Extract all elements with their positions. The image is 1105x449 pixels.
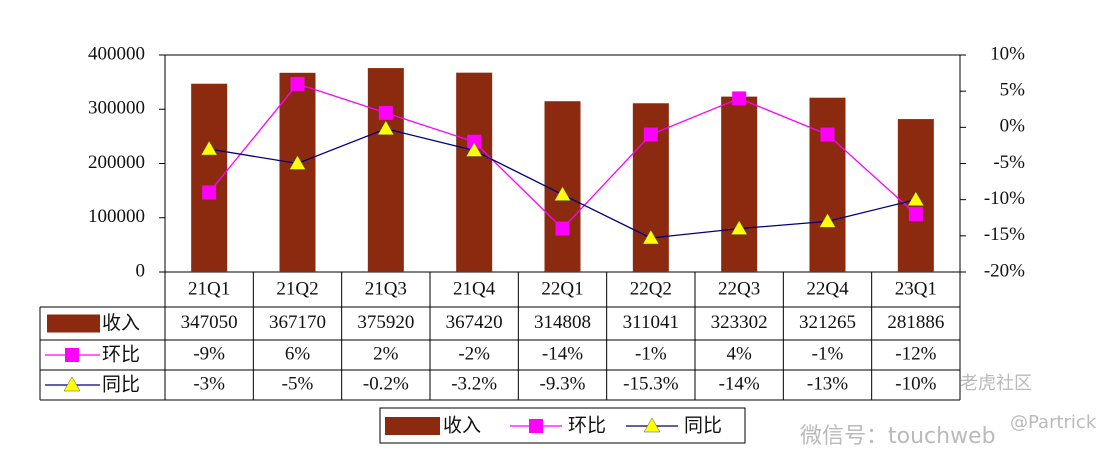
y2-tick-label: -5%: [993, 152, 1025, 173]
table-cell: 311041: [623, 312, 679, 333]
table-row-header: 收入: [102, 312, 140, 334]
table-cell: -14%: [719, 373, 760, 394]
bar: [456, 72, 493, 272]
y-tick-label: 0: [136, 260, 146, 281]
marker: [202, 185, 217, 200]
bar: [809, 97, 846, 272]
table-cell: -14%: [542, 343, 583, 364]
marker: [289, 154, 306, 170]
table-cell: -5%: [282, 373, 314, 394]
marker: [200, 140, 218, 156]
table-cell: -1%: [635, 343, 667, 364]
bar: [367, 68, 404, 272]
table-cell: 321265: [799, 312, 856, 333]
table-cell: 281886: [887, 312, 944, 333]
bar: [721, 96, 758, 272]
legend-swatch: [385, 417, 440, 435]
table-cell: -15.3%: [623, 373, 679, 394]
table-cell: -0.2%: [363, 373, 409, 394]
y2-tick-label: 5%: [1000, 80, 1026, 101]
marker: [377, 120, 395, 136]
x-tick-label: 23Q1: [895, 278, 937, 299]
y2-tick-label: -15%: [984, 224, 1025, 245]
table-cell: 323302: [711, 312, 768, 333]
table-cell: -1%: [812, 343, 844, 364]
marker: [643, 127, 658, 142]
bar: [279, 72, 316, 272]
y2-tick-label: 10%: [990, 43, 1025, 64]
y2-tick-label: -10%: [984, 188, 1025, 209]
x-tick-label: 22Q1: [541, 278, 583, 299]
marker: [907, 191, 925, 206]
legend-label: 收入: [443, 415, 481, 437]
x-tick-label: 21Q2: [276, 278, 318, 299]
table-cell: -2%: [458, 343, 490, 364]
marker: [63, 376, 81, 392]
x-tick-label: 22Q4: [806, 278, 849, 299]
marker: [642, 229, 660, 245]
watermark: 微信号：touchweb: [800, 424, 996, 449]
table-cell: -10%: [895, 373, 936, 394]
marker: [529, 419, 543, 433]
table-cell: 2%: [373, 343, 399, 364]
legend-label: 同比: [684, 415, 722, 437]
table-cell: -9%: [193, 343, 225, 364]
x-tick-label: 21Q4: [453, 278, 496, 299]
table-cell: 367420: [446, 312, 503, 333]
y2-tick-label: 0%: [1000, 116, 1026, 137]
watermark: 老虎社区: [960, 373, 1032, 394]
marker: [555, 221, 570, 236]
table-row-header: 环比: [102, 344, 140, 366]
x-tick-label: 21Q1: [188, 278, 230, 299]
table-cell: 347050: [181, 312, 238, 333]
marker: [820, 127, 835, 142]
marker: [65, 348, 79, 362]
table-cell: -9.3%: [540, 373, 586, 394]
marker: [554, 186, 571, 201]
table-cell: 6%: [285, 343, 311, 364]
marker: [819, 212, 836, 228]
y2-tick-label: -20%: [984, 260, 1025, 281]
y-tick-label: 200000: [88, 152, 145, 173]
table-cell: -12%: [895, 343, 936, 364]
marker: [467, 134, 482, 149]
marker: [732, 91, 747, 106]
table-cell: 375920: [357, 312, 414, 333]
y-tick-label: 400000: [88, 43, 145, 64]
marker: [730, 220, 748, 235]
y-tick-label: 100000: [88, 206, 145, 227]
table-cell: 314808: [534, 312, 591, 333]
table-row-header: 同比: [102, 374, 140, 396]
legend-box: [379, 407, 746, 444]
legend-label: 环比: [568, 415, 606, 437]
x-tick-label: 22Q3: [718, 278, 760, 299]
table-cell: -3%: [193, 373, 225, 394]
x-tick-label: 22Q2: [630, 278, 672, 299]
marker: [290, 76, 305, 91]
table-cell: -13%: [807, 373, 848, 394]
marker: [643, 417, 661, 433]
table-cell: -3.2%: [451, 373, 497, 394]
x-tick-label: 21Q3: [365, 278, 407, 299]
marker: [465, 141, 483, 157]
y-tick-label: 300000: [88, 98, 145, 119]
table-cell: 367170: [269, 312, 326, 333]
table-legend-swatch: [47, 314, 100, 333]
table-cell: 4%: [727, 343, 753, 364]
marker: [378, 105, 393, 120]
marker: [908, 207, 923, 222]
watermark: @Partrick: [1010, 412, 1097, 433]
